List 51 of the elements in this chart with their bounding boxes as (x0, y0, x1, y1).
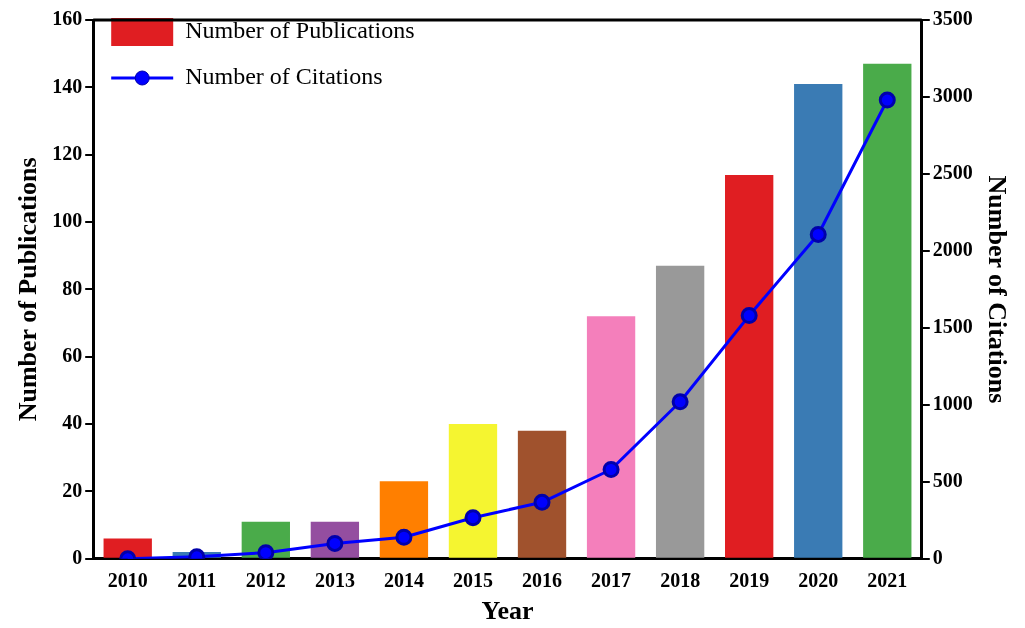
bar (586, 316, 636, 558)
x-tick-label: 2011 (177, 568, 217, 591)
y-tick-label: 0 (72, 545, 83, 568)
y2-tick-label: 1500 (932, 315, 973, 338)
x-tick-label: 2017 (591, 568, 632, 591)
x-tick-label: 2016 (522, 568, 563, 591)
point (602, 461, 620, 479)
y-axis-title: Number of Publications (13, 157, 43, 422)
y2-tick-label: 3000 (932, 84, 973, 107)
legend-label: Number of Citations (185, 63, 383, 90)
point (464, 509, 482, 527)
y-tick-label: 140 (52, 74, 83, 97)
point (740, 307, 758, 325)
y2-tick-label: 500 (932, 469, 963, 491)
point (395, 528, 413, 546)
point (809, 225, 827, 243)
y2-tick-label: 2500 (932, 161, 973, 184)
bar (794, 83, 843, 558)
bar (863, 63, 912, 558)
x-tick-label: 2014 (383, 568, 424, 591)
x-axis-title: Year (481, 596, 534, 626)
bar (655, 265, 705, 558)
x-tick-label: 2021 (867, 568, 908, 591)
y2-tick-label: 2000 (932, 238, 973, 261)
point (533, 493, 551, 511)
x-tick-label: 2010 (107, 568, 148, 591)
bar (448, 424, 498, 558)
y2-axis-title: Number of Citations (982, 175, 1012, 404)
bar (517, 430, 567, 558)
y-tick-label: 120 (52, 141, 83, 164)
bar (725, 174, 774, 558)
x-tick-label: 2013 (314, 568, 355, 591)
point (878, 91, 896, 109)
x-tick-label: 2019 (729, 568, 770, 591)
point (257, 544, 275, 559)
bar (379, 481, 429, 558)
x-tick-label: 2020 (798, 568, 839, 591)
y-tick-label: 60 (62, 343, 83, 366)
y-tick-label: 80 (62, 276, 83, 299)
y2-tick-label: 3500 (932, 7, 973, 30)
point (671, 393, 689, 411)
legend-label: Number of Publications (185, 17, 415, 44)
y2-tick-label: 0 (932, 545, 943, 568)
y2-tick-label: 1000 (932, 392, 973, 415)
y-tick-label: 20 (62, 478, 83, 501)
x-tick-label: 2015 (452, 568, 493, 591)
x-tick-label: 2012 (245, 568, 286, 591)
x-tick-label: 2018 (660, 568, 701, 591)
y-tick-label: 160 (52, 7, 83, 30)
y-tick-label: 100 (52, 209, 83, 232)
y-tick-label: 40 (62, 411, 83, 434)
